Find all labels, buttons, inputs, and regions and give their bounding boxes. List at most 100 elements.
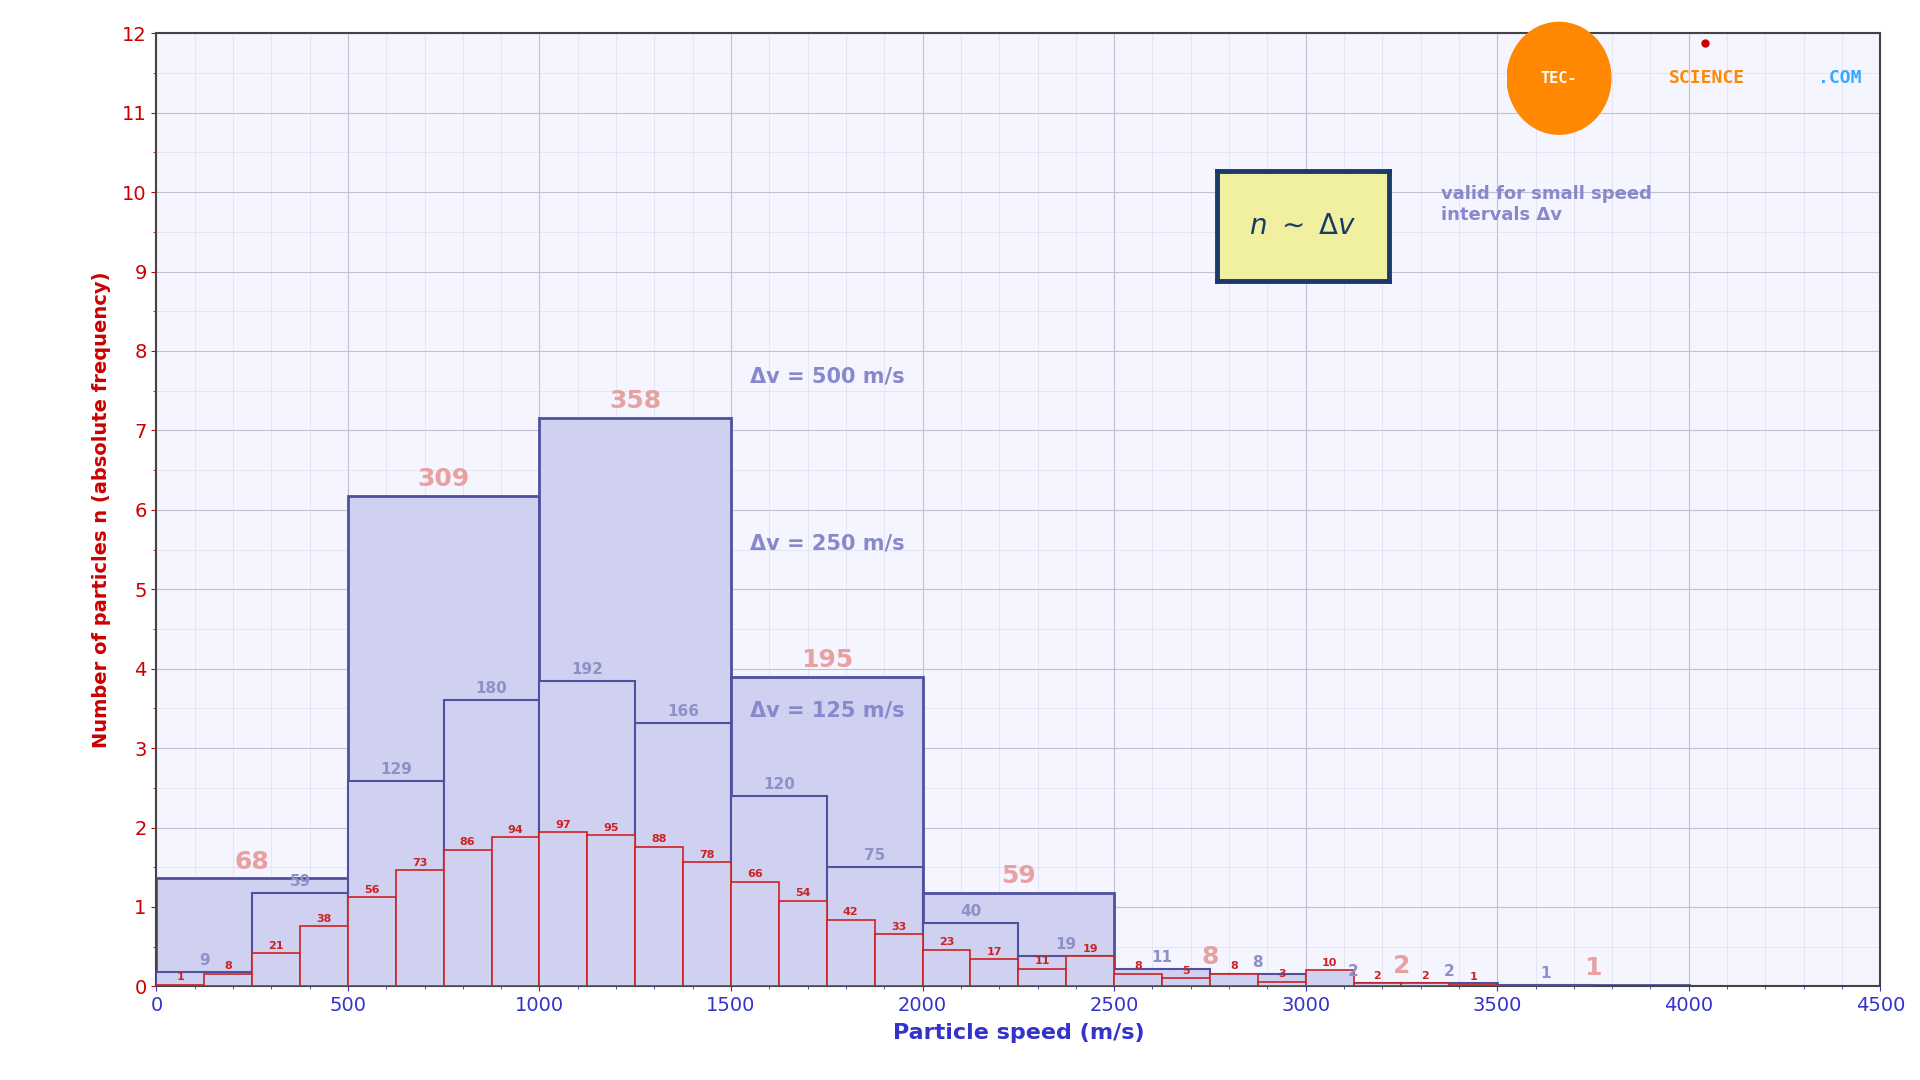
Text: 5: 5 (1183, 966, 1190, 976)
Bar (1306, 971, 1354, 986)
Bar (156, 985, 204, 986)
Text: 95: 95 (603, 823, 618, 833)
Bar (1450, 985, 1498, 986)
Text: 40: 40 (960, 904, 981, 919)
Bar (348, 782, 444, 986)
Text: 129: 129 (380, 762, 411, 778)
Bar (828, 867, 924, 986)
Text: 86: 86 (459, 837, 476, 848)
Bar (156, 972, 252, 986)
Text: 23: 23 (939, 937, 954, 947)
Text: 309: 309 (417, 467, 470, 490)
Bar (540, 833, 588, 986)
Text: 11: 11 (1152, 950, 1173, 964)
Bar (876, 934, 924, 986)
Bar (1210, 974, 1258, 986)
Bar (252, 893, 348, 986)
Bar (970, 959, 1018, 986)
Text: 1: 1 (1584, 956, 1601, 980)
Text: 180: 180 (476, 681, 507, 697)
Text: 54: 54 (795, 888, 810, 899)
Text: 2: 2 (1421, 971, 1428, 981)
Text: 11: 11 (1035, 957, 1050, 967)
Bar (1114, 974, 1306, 986)
Bar (1306, 983, 1402, 986)
Bar (780, 901, 828, 986)
Bar (1498, 985, 1690, 986)
Text: 33: 33 (891, 921, 906, 932)
Bar (1114, 969, 1210, 986)
Text: 94: 94 (507, 825, 524, 835)
Bar (348, 897, 396, 986)
Text: 97: 97 (555, 820, 572, 829)
Text: 75: 75 (864, 848, 885, 863)
Circle shape (1507, 23, 1611, 134)
Text: 38: 38 (317, 914, 332, 923)
Text: 1: 1 (1540, 966, 1549, 981)
Text: 73: 73 (413, 858, 428, 868)
Bar (684, 863, 732, 986)
Bar (588, 836, 636, 986)
Text: SCIENCE: SCIENCE (1668, 69, 1745, 87)
Text: 68: 68 (234, 850, 269, 874)
Bar (924, 893, 1114, 986)
Bar (732, 796, 828, 986)
Bar (204, 974, 252, 986)
Bar (1162, 978, 1210, 986)
Bar (1306, 983, 1498, 986)
Bar (924, 922, 1018, 986)
Text: 358: 358 (609, 389, 660, 413)
Bar (1402, 983, 1498, 986)
Bar (300, 926, 348, 986)
Bar (156, 878, 348, 986)
Text: 2: 2 (1348, 964, 1359, 980)
Text: 2: 2 (1373, 971, 1380, 981)
Bar (1498, 985, 1594, 986)
Bar (540, 681, 636, 986)
Bar (1018, 969, 1066, 986)
Bar (1018, 956, 1114, 986)
Text: 56: 56 (365, 885, 380, 895)
Text: 9: 9 (200, 953, 209, 968)
Bar (396, 870, 444, 986)
Bar (492, 837, 540, 986)
Text: Δv = 250 m/s: Δv = 250 m/s (751, 534, 904, 554)
Text: 17: 17 (987, 947, 1002, 957)
Text: 1: 1 (1469, 972, 1476, 983)
Bar (636, 723, 732, 986)
Text: 59: 59 (1000, 864, 1035, 888)
Text: .COM: .COM (1818, 69, 1862, 87)
Text: valid for small speed
intervals Δv: valid for small speed intervals Δv (1440, 186, 1651, 225)
Bar (636, 847, 684, 986)
Text: 8: 8 (225, 961, 232, 971)
Y-axis label: Number of particles n (absolute frequency): Number of particles n (absolute frequenc… (92, 271, 111, 748)
Text: 21: 21 (269, 941, 284, 950)
Text: 166: 166 (666, 704, 699, 718)
Bar (348, 496, 540, 986)
Bar (252, 953, 300, 986)
Bar (540, 418, 732, 986)
Bar (732, 676, 924, 986)
X-axis label: Particle speed (m/s): Particle speed (m/s) (893, 1024, 1144, 1043)
Text: 2: 2 (1444, 964, 1455, 980)
Text: 8: 8 (1135, 961, 1142, 971)
Bar (828, 920, 876, 986)
Text: 19: 19 (1083, 944, 1098, 954)
Text: 59: 59 (290, 874, 311, 889)
Bar (1114, 974, 1162, 986)
Bar (1066, 956, 1114, 986)
Bar (1402, 983, 1450, 986)
Text: 8: 8 (1202, 945, 1219, 969)
Text: Δv = 500 m/s: Δv = 500 m/s (751, 367, 904, 387)
Text: 10: 10 (1323, 958, 1338, 968)
Text: 195: 195 (801, 648, 852, 672)
Bar (1210, 974, 1306, 986)
Text: 88: 88 (651, 834, 666, 845)
Bar (1354, 983, 1402, 986)
Text: 1: 1 (177, 972, 184, 983)
Text: 78: 78 (699, 850, 714, 860)
Bar (444, 701, 540, 986)
Text: 19: 19 (1056, 937, 1077, 953)
Text: 66: 66 (747, 869, 762, 879)
Text: Δv = 125 m/s: Δv = 125 m/s (751, 700, 904, 720)
